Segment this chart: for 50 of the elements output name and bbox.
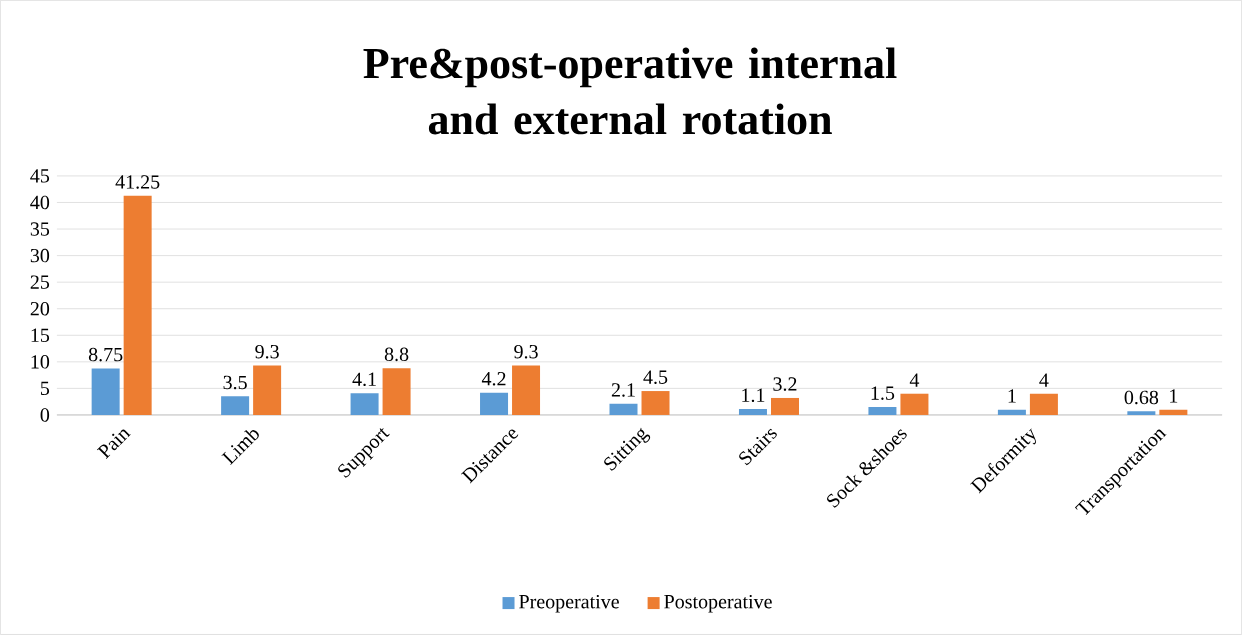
legend-label: Postoperative [664,595,772,613]
data-label: 0.68 [1124,390,1159,405]
data-label: 4.1 [352,372,376,387]
y-tick-label: 15 [31,328,50,343]
bar [382,368,411,416]
legend-label: Preoperative [519,595,619,613]
bar [253,365,282,416]
y-tick-label: 35 [30,222,50,236]
bar [641,391,670,416]
data-label: 4.2 [481,372,506,386]
chart-title: Pre&post-operative internal and external rotation [363,47,897,135]
bar [770,398,799,416]
bar [868,407,897,416]
data-label: 8.75 [88,347,123,362]
bar [997,409,1026,416]
data-label: 1 [1170,389,1178,403]
y-tick-label: 0 [40,408,50,422]
bar [1127,411,1156,416]
data-label: 9.3 [514,345,538,359]
data-label: 1 [1008,389,1016,403]
bar [609,403,638,416]
data-label: 4 [1039,373,1049,387]
y-tick-label: 30 [30,248,50,263]
bar [91,368,120,416]
data-label: 8.8 [384,347,409,362]
data-label: 9.3 [255,345,279,359]
data-label: 1.1 [742,388,765,403]
bar [480,392,509,416]
bar [123,195,152,416]
bar [738,409,767,416]
data-label: 3.5 [223,375,247,390]
bar [512,365,541,416]
bar [1159,409,1188,416]
data-label: 4.5 [643,370,668,385]
bar [900,393,929,416]
y-tick-label: 5 [41,381,50,396]
y-tick-label: 40 [30,195,50,210]
data-label: 2.1 [611,383,635,397]
y-tick-label: 25 [30,275,50,289]
bar [221,396,250,416]
x-tick-label: Pain [96,429,131,460]
data-label: 4 [909,373,920,387]
data-label: 41.25 [115,175,160,189]
data-label: 3.2 [773,377,797,391]
y-tick-label: 20 [30,302,50,316]
bar [1029,393,1058,416]
y-tick-label: 45 [30,169,50,183]
y-tick-label: 10 [31,355,50,369]
bar [350,393,379,416]
data-label: 1.5 [871,386,895,400]
